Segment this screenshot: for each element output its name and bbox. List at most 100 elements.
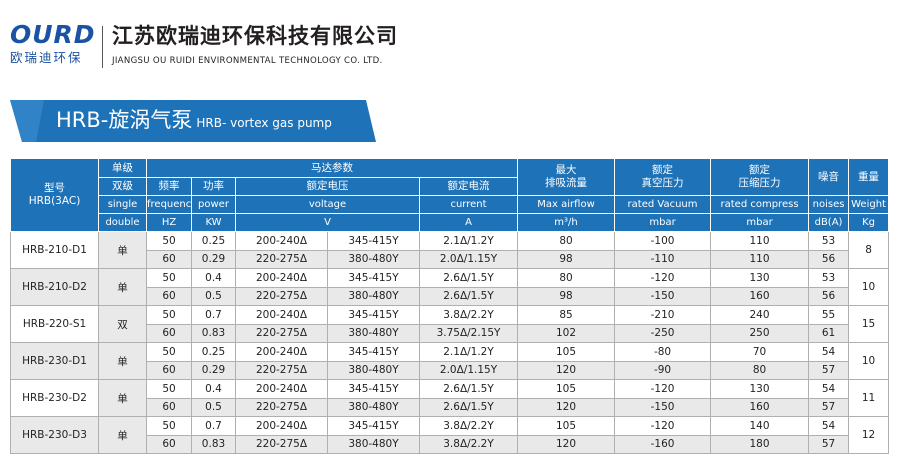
spec-table-wrapper: 型号 HRB(3AC) 单级 马达参数 最大 排吸流量 额定 真空压力 额定 压… [10, 158, 890, 454]
header-divider [102, 26, 103, 68]
cell-compress: 180 [710, 434, 810, 454]
header-vacuum-en: rated Vacuum [614, 195, 712, 214]
cell-stage: 双 [98, 305, 147, 343]
cell-weight: 10 [848, 342, 890, 380]
cell-compress: 80 [710, 360, 810, 380]
cell-vacuum: -150 [614, 397, 712, 417]
title-band-shape [10, 100, 376, 142]
cell-stage: 单 [98, 342, 147, 380]
spec-table: 型号 HRB(3AC) 单级 马达参数 最大 排吸流量 额定 真空压力 额定 压… [10, 158, 890, 454]
cell-vacuum: -90 [614, 360, 712, 380]
cell-frequency: 50 [146, 342, 192, 362]
header-single-level: 单级 [98, 158, 147, 178]
product-title-main: HRB-旋涡气泵 [56, 108, 193, 132]
cell-power: 0.4 [191, 379, 236, 399]
cell-vacuum: -150 [614, 286, 712, 306]
cell-vacuum: -210 [614, 305, 712, 325]
cell-model: HRB-230-D2 [10, 379, 99, 417]
cell-model: HRB-220-S1 [10, 305, 99, 343]
cell-compress: 160 [710, 397, 810, 417]
header-double-level: 双级 [98, 177, 147, 196]
cell-noise: 55 [808, 305, 850, 325]
cell-model: HRB-210-D2 [10, 268, 99, 306]
cell-voltage-star: 345-415Y [327, 305, 420, 325]
cell-power: 0.7 [191, 416, 236, 436]
table-row: HRB-220-S1 双 50 0.7 200-240Δ 345-415Y 3.8Δ/2.2… [10, 305, 890, 343]
header-vacuum-line1: 额定 [652, 164, 674, 176]
header-compress-en: rated compress [710, 195, 810, 214]
cell-current: 2.0Δ/1.15Y [418, 360, 519, 380]
cell-voltage-delta: 220-275Δ [235, 434, 328, 454]
header-motor-params: 马达参数 [145, 158, 519, 178]
cell-voltage-star: 380-480Y [327, 323, 420, 343]
cell-power: 0.4 [191, 268, 236, 288]
cell-model: HRB-230-D1 [10, 342, 99, 380]
cell-current: 3.8Δ/2.2Y [418, 434, 519, 454]
cell-airflow: 102 [517, 323, 616, 343]
header-weight-en: Weight [848, 195, 890, 214]
cell-airflow: 80 [517, 231, 616, 251]
cell-voltage-delta: 200-240Δ [235, 342, 328, 362]
cell-stage: 单 [98, 416, 147, 454]
header-voltage: 额定电压 [235, 177, 420, 196]
header-current: 额定电流 [418, 177, 519, 196]
table-row: HRB-210-D1 单 50 0.25 200-240Δ 345-415Y 2.1Δ/1.… [10, 231, 890, 269]
header-power-unit: KW [191, 213, 236, 232]
cell-frequency: 50 [146, 231, 192, 251]
cell-current: 2.6Δ/1.5Y [418, 286, 519, 306]
cell-voltage-delta: 200-240Δ [235, 231, 328, 251]
header-power-en: power [191, 195, 236, 214]
cell-voltage-delta: 200-240Δ [235, 379, 328, 399]
cell-frequency: 60 [146, 286, 192, 306]
logo-wordmark: OURD [10, 20, 96, 49]
cell-power: 0.83 [191, 434, 236, 454]
cell-voltage-star: 380-480Y [327, 286, 420, 306]
cell-vacuum: -120 [614, 416, 712, 436]
cell-current: 3.8Δ/2.2Y [418, 416, 519, 436]
header-voltage-unit: V [235, 213, 420, 232]
cell-frequency: 60 [146, 323, 192, 343]
company-name-chinese: 江苏欧瑞迪环保科技有限公司 [112, 24, 398, 48]
cell-voltage-star: 345-415Y [327, 231, 420, 251]
cell-vacuum: -250 [614, 323, 712, 343]
product-title-band: HRB-旋涡气泵 HRB- vortex gas pump [10, 100, 376, 142]
cell-frequency: 60 [146, 360, 192, 380]
cell-airflow: 120 [517, 397, 616, 417]
cell-stage: 单 [98, 379, 147, 417]
cell-noise: 53 [808, 231, 850, 251]
cell-frequency: 60 [146, 434, 192, 454]
cell-current: 2.0Δ/1.15Y [418, 249, 519, 269]
cell-voltage-delta: 220-275Δ [235, 397, 328, 417]
header-compress: 额定 压缩压力 [710, 158, 810, 196]
header-model: 型号 HRB(3AC) [10, 158, 99, 232]
cell-power: 0.5 [191, 397, 236, 417]
header-model-label: 型号 [44, 182, 65, 194]
cell-compress: 110 [710, 249, 810, 269]
cell-weight: 11 [848, 379, 890, 417]
header-compress-line1: 额定 [749, 164, 771, 176]
spec-table-body: HRB-210-D1 单 50 0.25 200-240Δ 345-415Y 2.1Δ/1.… [10, 231, 890, 454]
product-title-english: HRB- vortex gas pump [196, 116, 332, 130]
cell-power: 0.7 [191, 305, 236, 325]
cell-voltage-star: 345-415Y [327, 342, 420, 362]
cell-noise: 57 [808, 397, 850, 417]
header-weight: 重量 [848, 158, 890, 196]
cell-weight: 10 [848, 268, 890, 306]
cell-frequency: 50 [146, 268, 192, 288]
cell-compress: 110 [710, 231, 810, 251]
cell-voltage-star: 345-415Y [327, 268, 420, 288]
header-frequency: 频率 [146, 177, 192, 196]
cell-voltage-star: 380-480Y [327, 434, 420, 454]
cell-vacuum: -120 [614, 268, 712, 288]
cell-weight: 15 [848, 305, 890, 343]
header-compress-unit: mbar [710, 213, 810, 232]
cell-compress: 130 [710, 379, 810, 399]
table-row: 60 0.29 220-275Δ 380-480Y 2.0Δ/1.15Y 120 -90 80… [11, 360, 889, 380]
cell-weight: 8 [848, 231, 890, 269]
cell-current: 2.6Δ/1.5Y [418, 397, 519, 417]
cell-voltage-star: 345-415Y [327, 379, 420, 399]
cell-model: HRB-230-D3 [10, 416, 99, 454]
cell-frequency: 50 [146, 305, 192, 325]
logo-chinese-name: 欧瑞迪环保 [10, 50, 83, 65]
header-model-sub: HRB(3AC) [28, 195, 81, 207]
